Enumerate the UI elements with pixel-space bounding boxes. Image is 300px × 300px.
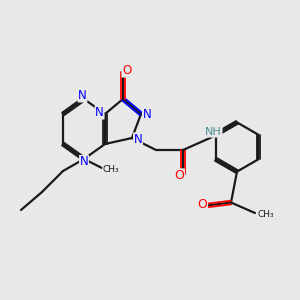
Text: N: N: [142, 107, 152, 121]
Text: CH₃: CH₃: [103, 165, 119, 174]
Text: N: N: [80, 155, 88, 169]
Text: N: N: [134, 133, 142, 146]
Text: CH₃: CH₃: [257, 210, 274, 219]
Text: O: O: [175, 169, 184, 182]
Text: O: O: [122, 64, 131, 77]
Text: N: N: [95, 106, 104, 119]
Text: O: O: [198, 197, 207, 211]
Text: NH: NH: [205, 127, 222, 137]
Text: N: N: [78, 89, 87, 102]
